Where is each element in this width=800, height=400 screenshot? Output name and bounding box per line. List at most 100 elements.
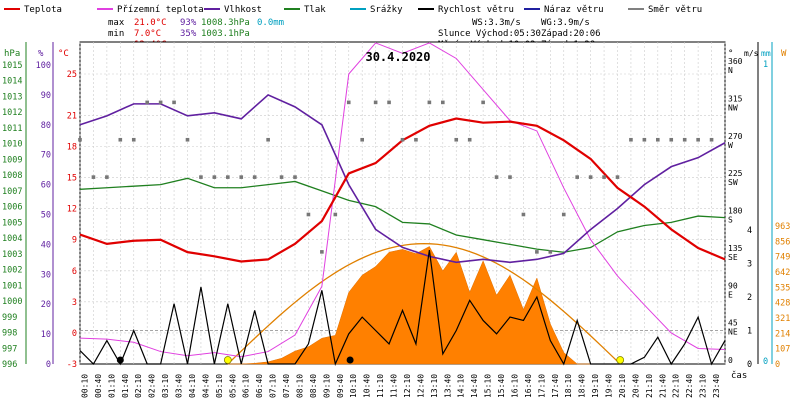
axis-direction-dir-3: SW <box>728 178 738 187</box>
x-tick-16: 08:10 <box>295 374 304 398</box>
axis-rain-tick-1: 0 <box>763 357 768 367</box>
x-tick-25: 12:40 <box>416 374 425 398</box>
stat-min-temp: 7.0°C <box>134 29 161 39</box>
wind-dir-point-22 <box>373 100 378 105</box>
axis-pressure-tick-7: 1008 <box>2 171 22 181</box>
x-tick-47: 23:40 <box>712 374 721 398</box>
wind-dir-point-8 <box>185 137 190 142</box>
wind-dir-point-39 <box>602 175 606 179</box>
axis-humidity-tick-0: 100 <box>36 61 51 71</box>
humidity-line <box>79 93 726 264</box>
wind-dir-point-28 <box>454 137 459 142</box>
axis-solar-tick-5: 428 <box>775 299 790 309</box>
axis-direction-dir-7: NE <box>728 328 738 337</box>
axis-wind-tick-3: 1 <box>747 327 752 337</box>
x-tick-35: 17:40 <box>551 374 560 398</box>
moonrise-marker <box>346 356 354 364</box>
stat-max-label: max <box>108 18 125 28</box>
wind-dir-point-3 <box>118 137 123 142</box>
axis-temperature-tick-9: -3 <box>67 360 77 370</box>
axis-temperature-tick-8: 0 <box>72 329 77 339</box>
wind-dir-point-15 <box>279 175 284 179</box>
x-tick-3: 01:40 <box>121 374 130 398</box>
wind-dir-point-0 <box>78 137 82 142</box>
wind-dir-point-37 <box>575 175 579 179</box>
axis-pressure-tick-8: 1007 <box>2 187 22 197</box>
legend-label-2: Vlhkost <box>224 5 262 15</box>
wind-dir-point-11 <box>226 175 230 179</box>
x-tick-13: 06:40 <box>255 374 264 398</box>
wind-dir-point-34 <box>535 250 539 254</box>
axis-direction-deg-6: 90 <box>728 281 738 290</box>
wind-dir-point-1 <box>91 175 96 179</box>
wind-dir-point-9 <box>199 175 203 179</box>
wind-dir-point-38 <box>588 175 593 179</box>
axis-pressure-tick-16: 999 <box>2 313 17 323</box>
axis-direction-dir-5: SE <box>728 253 738 262</box>
axis-rain-tick-0: 1 <box>763 60 768 70</box>
stat-max-press: 1008.3hPa <box>201 18 250 28</box>
stat-min-press: 1003.1hPa <box>201 29 250 39</box>
wind-dir-point-45 <box>682 137 687 142</box>
axis-pressure-unit: hPa <box>4 49 20 59</box>
axis-humidity-unit: % <box>38 49 44 59</box>
wind-dir-point-36 <box>561 212 566 217</box>
axis-humidity-tick-3: 70 <box>41 151 51 161</box>
axis-direction-deg-2: 270 <box>728 132 743 141</box>
wind-dir-point-12 <box>239 175 244 179</box>
axis-temperature-unit: °C <box>58 49 69 59</box>
axis-humidity-tick-7: 30 <box>41 270 51 280</box>
sunset-marker <box>616 356 625 364</box>
wind-dir-point-44 <box>669 137 674 142</box>
x-tick-8: 04:10 <box>188 374 197 398</box>
axis-solar-tick-0: 963 <box>775 222 790 232</box>
legend-label-0: Teplota <box>24 5 62 15</box>
legend-label-4: Srážky <box>370 5 403 15</box>
wind-dir-point-17 <box>306 212 311 217</box>
axis-temperature-tick-6: 6 <box>72 267 77 277</box>
axis-temperature-tick-0: 25 <box>67 70 77 80</box>
x-tick-14: 07:10 <box>269 374 278 398</box>
axis-direction-deg-7: 45 <box>728 319 738 328</box>
axis-direction-deg-0: 360 <box>728 57 743 66</box>
axis-direction-dir-6: E <box>728 290 733 299</box>
axis-humidity-tick-4: 60 <box>41 181 51 191</box>
x-tick-30: 15:10 <box>484 374 493 398</box>
x-tick-27: 13:40 <box>443 374 452 398</box>
wind-dir-point-6 <box>158 100 163 105</box>
axis-solar-tick-6: 321 <box>775 314 790 324</box>
stat-max-temp: 21.0°C <box>134 18 167 28</box>
axis-pressure-tick-9: 1006 <box>2 203 22 213</box>
axis-solar-unit: W <box>781 49 787 59</box>
axis-humidity-tick-6: 40 <box>41 240 51 250</box>
x-tick-45: 22:40 <box>685 374 694 398</box>
wind-dir-point-43 <box>656 137 660 142</box>
solar-theoretical-curve <box>227 242 621 365</box>
wind-dir-point-19 <box>333 212 338 217</box>
pressure-line <box>79 177 726 253</box>
axis-direction-dir-2: W <box>728 141 733 150</box>
wind-dir-point-40 <box>615 175 620 179</box>
wind-dir-point-23 <box>387 100 391 105</box>
wind-dir-point-5 <box>145 100 149 105</box>
axis-pressure-tick-19: 996 <box>2 360 17 370</box>
stat-min-label: min <box>108 29 124 39</box>
x-tick-20: 10:10 <box>349 374 358 398</box>
x-tick-40: 20:10 <box>618 374 627 398</box>
wind-dir-point-46 <box>696 137 700 142</box>
axis-humidity-tick-1: 90 <box>41 91 51 101</box>
wind-dir-point-16 <box>293 175 297 179</box>
ground-temperature-line <box>79 42 726 358</box>
axis-temperature-tick-7: 3 <box>72 298 77 308</box>
x-tick-32: 16:10 <box>510 374 519 398</box>
axis-solar-tick-1: 856 <box>775 237 790 247</box>
stat-max-hum: 93% <box>180 18 197 28</box>
axis-direction-dir-1: NW <box>728 103 738 112</box>
x-tick-5: 02:40 <box>148 374 157 398</box>
wind-dir-point-41 <box>629 137 633 142</box>
axis-pressure-tick-15: 1000 <box>2 297 22 307</box>
stat-min-hum: 35% <box>180 29 197 39</box>
axis-pressure-tick-12: 1003 <box>2 250 22 260</box>
